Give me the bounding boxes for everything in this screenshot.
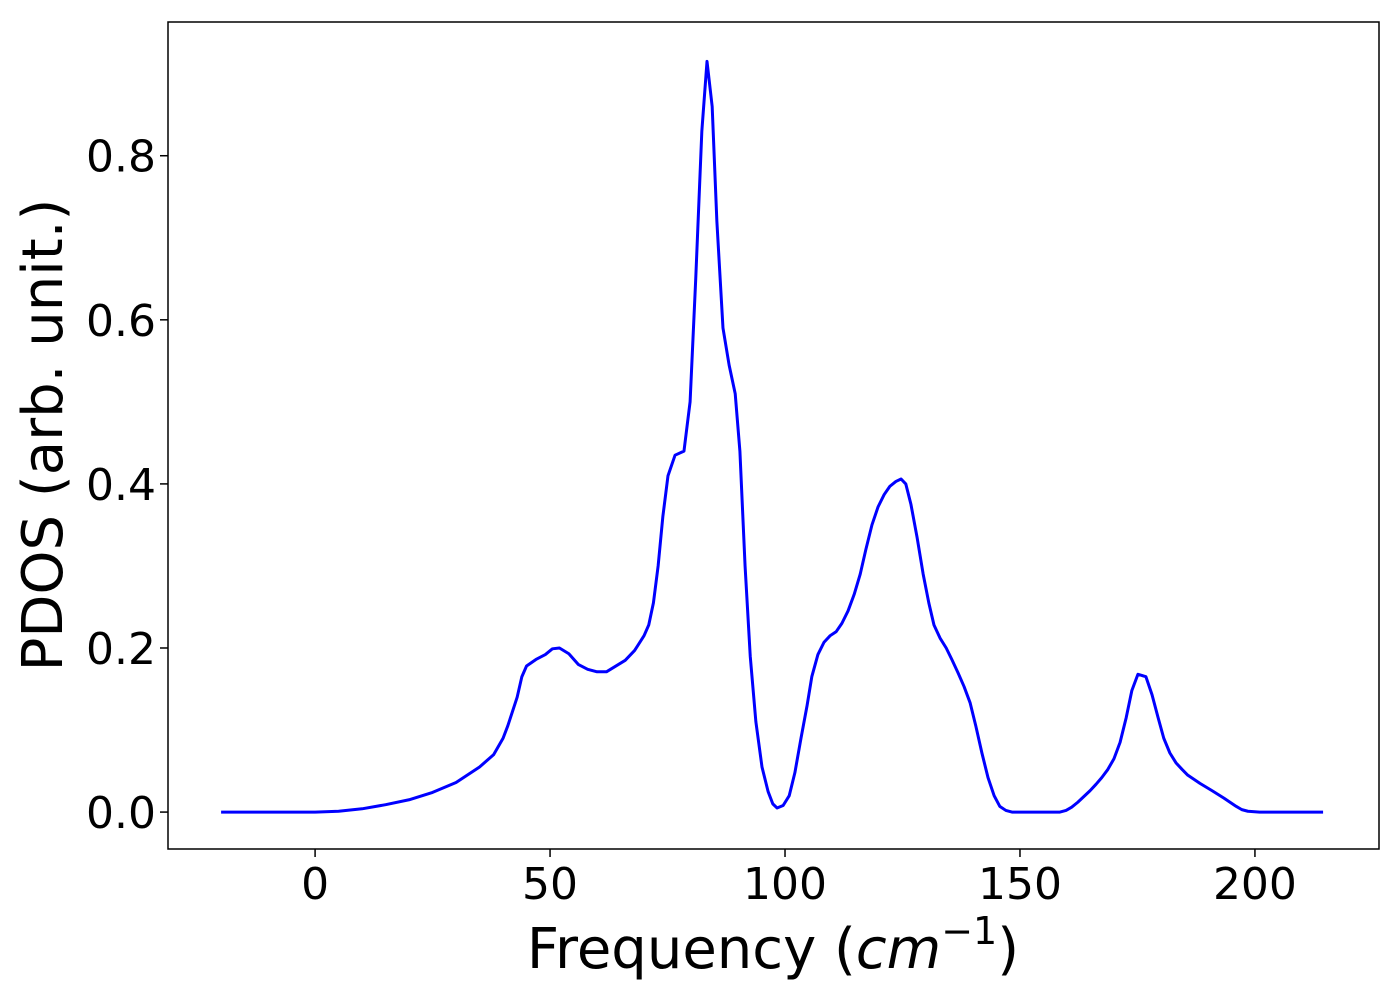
x-tick-label: 150 [978,859,1062,910]
x-label-text: Frequency ( [527,917,856,982]
y-tick-label: 0.8 [86,132,156,183]
y-tick-label: 0.2 [86,624,156,675]
plot-frame [167,21,1380,850]
x-label-exponent: −1 [941,909,997,953]
x-tick-label: 200 [1213,859,1297,910]
y-tick-label: 0.0 [86,788,156,839]
x-tick-label: 50 [522,859,578,910]
y-tick-label: 0.4 [86,460,156,511]
data-line [221,59,1324,814]
y-axis-label: PDOS (arb. unit.) [11,199,76,672]
x-axis-label: Frequency (cm−1) [527,909,1019,982]
x-label-close: ) [997,917,1019,982]
x-tick-label: 0 [301,859,329,910]
y-tick-label: 0.6 [86,296,156,347]
x-tick-label: 100 [743,859,827,910]
x-label-unit: cm [856,917,941,982]
